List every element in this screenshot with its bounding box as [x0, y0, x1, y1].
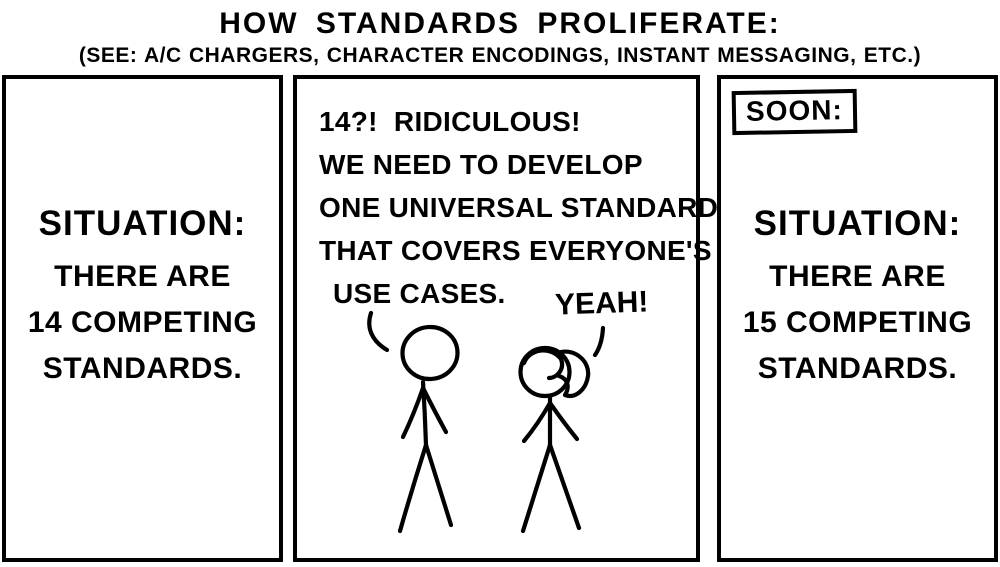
comic-subtitle: (SEE: A/C CHARGERS, CHARACTER ENCODINGS,…: [78, 44, 922, 67]
panel-left: SITUATION: THERE ARE 14 COMPETING STANDA…: [2, 75, 283, 562]
stick-figures-drawing: [367, 310, 606, 534]
comic-title: HOW STANDARDS PROLIFERATE:: [219, 7, 781, 40]
right-arm: [547, 400, 580, 442]
speech-line: USE CASES.: [333, 278, 506, 309]
soon-badge: SOON:: [731, 88, 858, 136]
left-leg: [397, 442, 429, 534]
situation-text-left: SITUATION: THERE ARE 14 COMPETING STANDA…: [6, 201, 279, 392]
situation-line: THERE ARE: [54, 260, 231, 293]
situation-line: THERE ARE: [769, 260, 946, 293]
speech-tail-left: [367, 310, 390, 353]
head: [400, 324, 460, 382]
right-arm: [420, 385, 449, 435]
left-arm: [521, 400, 553, 444]
comic-caption: HOW STANDARDS PROLIFERATE: (SEE: A/C CHA…: [0, 0, 1000, 68]
speech-line: ONE UNIVERSAL STANDARD: [319, 192, 719, 223]
panel-right: SOON: SITUATION: THERE ARE 15 COMPETING …: [717, 75, 998, 562]
left-arm: [400, 385, 426, 440]
speech-text: 14?! RIDICULOUS! WE NEED TO DEVELOP ONE …: [319, 100, 718, 315]
situation-heading: SITUATION:: [38, 204, 247, 243]
hair-fringe: [521, 348, 565, 381]
situation-line: 15 COMPETING: [742, 306, 973, 339]
right-leg: [423, 442, 454, 528]
situation-line: STANDARDS.: [42, 352, 243, 385]
ponytail: [556, 349, 591, 399]
situation-text-right: SITUATION: THERE ARE 15 COMPETING STANDA…: [721, 201, 994, 392]
panel-middle: 14?! RIDICULOUS! WE NEED TO DEVELOP ONE …: [293, 75, 718, 562]
speech-line: 14?! RIDICULOUS!: [319, 106, 581, 137]
speech-line: WE NEED TO DEVELOP: [319, 149, 643, 180]
left-leg: [520, 442, 553, 534]
right-leg: [547, 442, 582, 531]
stick-figure-woman-ponytail: [518, 325, 606, 534]
situation-line: STANDARDS.: [757, 352, 958, 385]
speech-tail-right: [592, 325, 606, 358]
situation-heading: SITUATION:: [753, 204, 962, 243]
situation-line: 14 COMPETING: [27, 306, 258, 339]
stick-figure-man: [367, 310, 460, 534]
head: [518, 345, 572, 399]
speech-line: THAT COVERS EVERYONE'S: [319, 235, 712, 266]
